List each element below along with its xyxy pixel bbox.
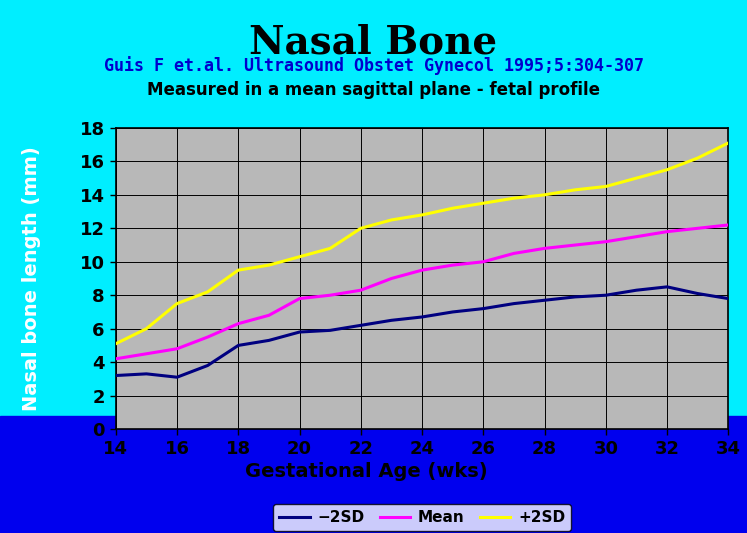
Text: Measured in a mean sagittal plane - fetal profile: Measured in a mean sagittal plane - feta… [147, 81, 600, 99]
Text: Nasal bone length (mm): Nasal bone length (mm) [22, 146, 41, 411]
Legend: −2SD, Mean, +2SD: −2SD, Mean, +2SD [273, 504, 571, 531]
Text: Gestational Age (wks): Gestational Age (wks) [245, 462, 487, 481]
Text: Guis F et.al. Ultrasound Obstet Gynecol 1995;5:304-307: Guis F et.al. Ultrasound Obstet Gynecol … [104, 56, 643, 75]
Bar [0, 416, 747, 533]
Bar [0, 437, 747, 533]
Text: Nasal Bone: Nasal Bone [249, 24, 498, 62]
